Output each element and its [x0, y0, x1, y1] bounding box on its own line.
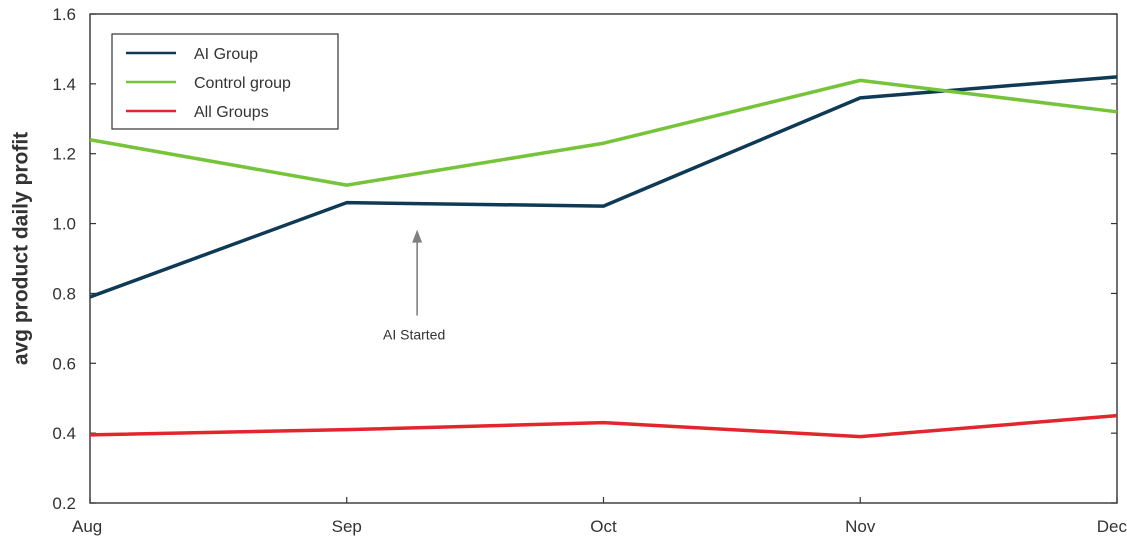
series-line-control-group: [89, 78, 1118, 187]
legend-label: All Groups: [194, 104, 269, 121]
series-line-all-groups: [89, 413, 1118, 439]
y-tick-label: 1.2: [52, 145, 76, 164]
y-tick-label: 1.0: [52, 215, 76, 234]
x-tick-label: Sep: [332, 517, 362, 536]
x-tick-label: Oct: [590, 517, 617, 536]
x-tick-label: Dec: [1097, 517, 1127, 536]
series-layer: [89, 75, 1118, 439]
x-tick-label: Nov: [845, 517, 876, 536]
y-axis-label: avg product daily profit: [9, 132, 32, 365]
y-tick-label: 0.4: [52, 424, 76, 443]
x-tick-label: Aug: [72, 517, 102, 536]
legend-label: Control group: [194, 75, 291, 92]
annotation-arrowhead: [412, 229, 423, 243]
y-tick-label: 1.6: [52, 5, 76, 24]
legend: AI Group Control group All Groups: [111, 33, 339, 130]
y-tick-label: 0.6: [52, 354, 76, 373]
legend-label: AI Group: [194, 46, 258, 63]
annotation-layer: AI Started: [383, 229, 445, 343]
annotation-text: AI Started: [383, 327, 445, 343]
y-tick-label: 0.2: [52, 494, 76, 513]
y-tick-label: 0.8: [52, 284, 76, 303]
y-tick-label: 1.4: [52, 75, 76, 94]
y-axis-ticks: 0.2 0.4 0.6 0.8 1.0 1.2 1.4 1.6: [52, 5, 1117, 513]
x-axis-ticks: Aug Sep Oct Nov Dec: [72, 497, 1127, 536]
